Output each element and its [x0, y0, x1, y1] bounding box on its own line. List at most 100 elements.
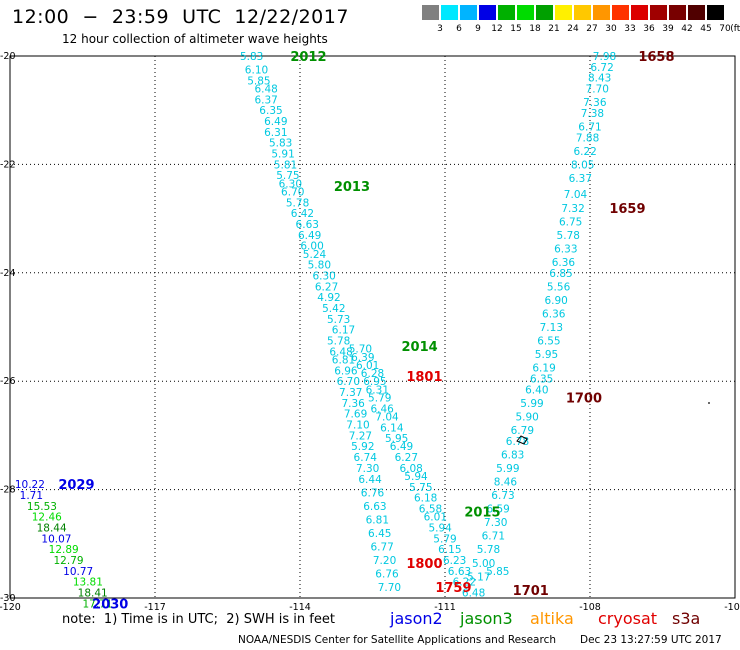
- wave-height-value: 6.27: [395, 452, 418, 464]
- wave-height-value: 6.35: [259, 105, 282, 117]
- color-swatch-label: 9: [475, 24, 481, 34]
- wave-height-value: 12.79: [54, 555, 84, 567]
- wave-height-value: 6.42: [291, 208, 314, 220]
- page-subtitle: 12 hour collection of altimeter wave hei…: [62, 32, 328, 46]
- wave-height-value: 5.79: [368, 392, 391, 404]
- pass-time-tag: 2013: [334, 180, 370, 195]
- legend-jason3: jason3: [460, 609, 513, 628]
- wave-height-value: 5.80: [308, 260, 331, 272]
- wave-height-value: 6.44: [358, 474, 382, 486]
- wave-height-value: 5.78: [286, 197, 309, 209]
- wave-height-value: 5.78: [557, 230, 580, 242]
- pass-time-tag: 2012: [290, 50, 326, 65]
- wave-height-value: 7.70: [378, 582, 401, 594]
- wave-height-value: 5.24: [303, 249, 327, 261]
- pass-time-tag: 1759: [435, 581, 471, 596]
- color-swatch-label: 12: [491, 24, 503, 34]
- wave-height-value: 6.31: [366, 384, 389, 396]
- wave-height-value: 6.49: [264, 116, 287, 128]
- wave-height-value: 6.37: [569, 173, 592, 185]
- wave-height-value: 13.81: [73, 577, 103, 589]
- wave-height-value: 5.85: [247, 75, 270, 87]
- wave-height-value: 5.95: [385, 433, 408, 445]
- wave-height-value: 7.32: [561, 203, 584, 215]
- footer: note: 1) Time is in UTC; 2) SWH is in fe…: [0, 608, 740, 650]
- wave-height-value: 7.30: [356, 463, 379, 475]
- lat-tick-label: -20: [0, 51, 16, 62]
- wave-height-value: 5.94: [428, 523, 452, 535]
- wave-height-value: 5.83: [269, 138, 292, 150]
- color-swatch-label: 70: [719, 24, 731, 34]
- wave-height-value: 6.71: [578, 121, 601, 133]
- wave-height-value: 5.85: [486, 566, 509, 578]
- pass-time-tag: 1658: [638, 50, 674, 65]
- wave-height-value: 6.81: [332, 355, 355, 367]
- wave-height-value: 7.13: [540, 322, 563, 334]
- legend-altika: altika: [530, 609, 574, 628]
- wave-height-value: 6.72: [590, 62, 613, 74]
- lat-tick-label: -24: [0, 268, 16, 279]
- wave-height-value: 6.78: [506, 436, 529, 448]
- wave-height-value: 6.01: [424, 512, 447, 524]
- wave-height-value: 6.33: [554, 243, 577, 255]
- wave-height-value: 5.95: [535, 349, 558, 361]
- wave-height-value: 5.79: [433, 533, 456, 545]
- legend-s3a: s3a: [672, 609, 701, 628]
- wave-height-value: 6.08: [399, 463, 422, 475]
- wave-height-value: 6.79: [511, 425, 534, 437]
- wave-height-value: 12.46: [32, 512, 62, 524]
- wave-height-value: 6.18: [414, 493, 437, 505]
- color-legend-unit: (ft): [730, 24, 740, 34]
- color-swatch-label: 27: [586, 24, 598, 34]
- wave-height-value: 6.17: [332, 325, 355, 337]
- wave-height-value: 8.46: [494, 476, 518, 488]
- wave-height-value: 5.17: [467, 571, 490, 583]
- wave-height-value: 6.46: [370, 403, 394, 415]
- color-swatch: [707, 5, 724, 20]
- color-swatch-label: 21: [548, 24, 560, 34]
- wave-height-value: 6.49: [390, 441, 413, 453]
- wave-height-value: 6.31: [264, 127, 287, 139]
- wave-height-value: 7.36: [341, 398, 365, 410]
- wave-height-value: 5.70: [349, 344, 372, 356]
- lat-tick-label: -22: [0, 159, 16, 170]
- wave-height-value: 7.04: [564, 189, 588, 201]
- wave-height-value: 5.73: [327, 314, 350, 326]
- color-swatch-label: 18: [529, 24, 541, 34]
- wave-height-value: 10.07: [41, 533, 71, 545]
- wave-height-value: 6.36: [552, 257, 576, 269]
- wave-height-value: 5.83: [240, 51, 263, 63]
- wave-height-value: 7.20: [373, 555, 396, 567]
- color-swatch-label: 42: [681, 24, 693, 34]
- wave-height-value: 6.36: [542, 308, 566, 320]
- wave-height-value: 5.90: [515, 411, 538, 423]
- color-swatch-label: 45: [700, 24, 712, 34]
- pass-time-tag: 2029: [58, 478, 94, 493]
- map-grid: [10, 56, 735, 598]
- pass-time-tag: 2014: [402, 340, 438, 355]
- wave-height-value: 5.00: [472, 558, 495, 570]
- wave-height-value: 7.88: [576, 132, 599, 144]
- wave-height-value: 6.95: [363, 376, 386, 388]
- wave-height-value: 7.70: [586, 84, 609, 96]
- color-swatch: [574, 5, 591, 20]
- wave-height-value: 6.75: [559, 216, 582, 228]
- wave-height-value: 6.30: [312, 271, 335, 283]
- page-title: 12:00 − 23:59 UTC 12/22/2017: [12, 6, 349, 28]
- wave-height-value: 6.63: [363, 501, 386, 513]
- generated-timestamp: Dec 23 13:27:59 UTC 2017: [580, 634, 722, 646]
- wave-height-value: 5.81: [274, 159, 297, 171]
- wave-height-value: 5.56: [547, 281, 571, 293]
- wave-height-value: 6.48: [462, 588, 485, 600]
- wave-height-value: 6.63: [296, 219, 319, 231]
- color-swatch-label: 3: [437, 24, 443, 34]
- color-swatch-label: 36: [643, 24, 655, 34]
- wave-height-value: 6.83: [501, 449, 524, 461]
- color-swatch: [593, 5, 610, 20]
- color-swatch-label: 15: [510, 24, 522, 34]
- wave-height-value: 6.59: [486, 504, 509, 516]
- color-swatch-label: 24: [567, 24, 579, 34]
- wave-height-value: 6.55: [537, 336, 560, 348]
- wave-height-value: 6.14: [380, 422, 404, 434]
- wave-height-value: 6.76: [361, 487, 385, 499]
